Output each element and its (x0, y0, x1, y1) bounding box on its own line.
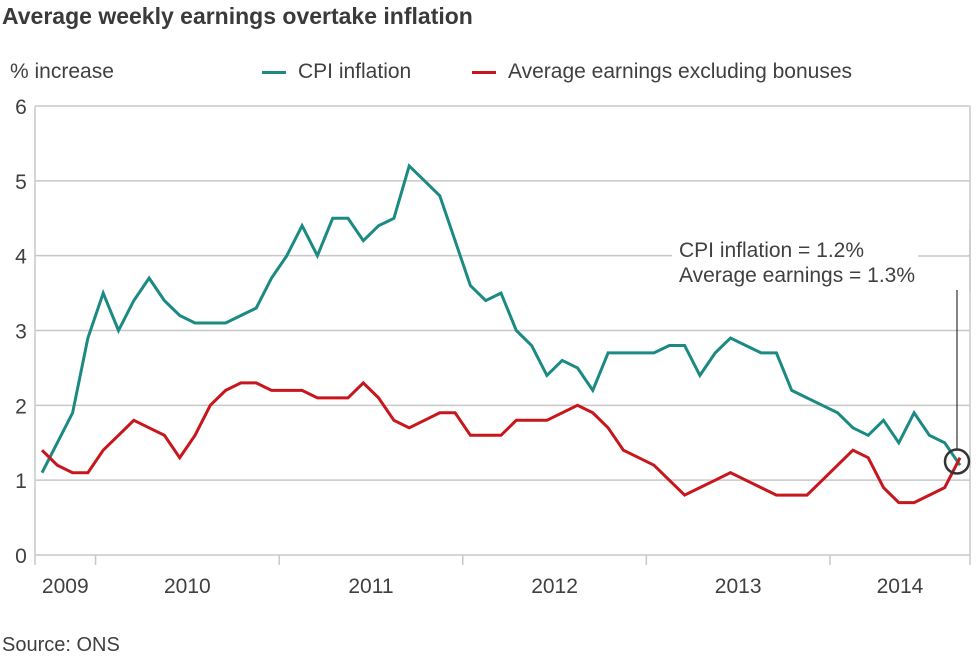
legend-item-cpi: CPI inflation (262, 60, 411, 84)
x-tick-label: 2011 (348, 575, 393, 598)
y-tick-label: 0 (15, 545, 27, 568)
y-tick-label: 3 (15, 321, 27, 344)
y-tick-label: 6 (15, 96, 27, 119)
x-tick-label: 2010 (164, 575, 211, 598)
chart-title: Average weekly earnings overtake inflati… (2, 3, 473, 29)
x-tick-label: 2014 (877, 575, 924, 598)
x-tick-label: 2012 (531, 575, 578, 598)
annotation-cpi-text: CPI inflation = 1.2% (679, 239, 864, 262)
y-axis-ticks: 0 1 2 3 4 5 6 (15, 96, 27, 568)
source-note: Source: ONS (2, 634, 120, 656)
annotation: CPI inflation = 1.2% Average earnings = … (672, 230, 971, 475)
legend-swatch-earnings (472, 70, 496, 74)
x-tick-label: 2013 (715, 575, 762, 598)
annotation-background (672, 234, 968, 288)
annotation-earnings-text: Average earnings = 1.3% (679, 264, 915, 287)
x-tick-label: 2009 (42, 575, 89, 598)
y-tick-label: 5 (15, 171, 27, 194)
series-line-earnings (40, 380, 962, 505)
legend-item-earnings: Average earnings excluding bonuses (472, 60, 852, 84)
y-tick-label: 1 (15, 470, 27, 493)
grid-lines (34, 105, 971, 556)
y-axis-label: % increase (10, 60, 114, 83)
y-tick-label: 4 (15, 246, 27, 269)
legend-label-cpi: CPI inflation (298, 60, 412, 83)
y-tick-label: 2 (15, 395, 27, 418)
series-lines (40, 163, 962, 505)
series-line-cpi (40, 163, 962, 474)
legend-swatch-cpi (262, 70, 286, 74)
annotation-highlight-circle (943, 448, 971, 475)
x-axis-ticks: 2009 2010 2011 2012 2013 2014 (34, 555, 971, 598)
legend-label-earnings: Average earnings excluding bonuses (508, 60, 853, 83)
